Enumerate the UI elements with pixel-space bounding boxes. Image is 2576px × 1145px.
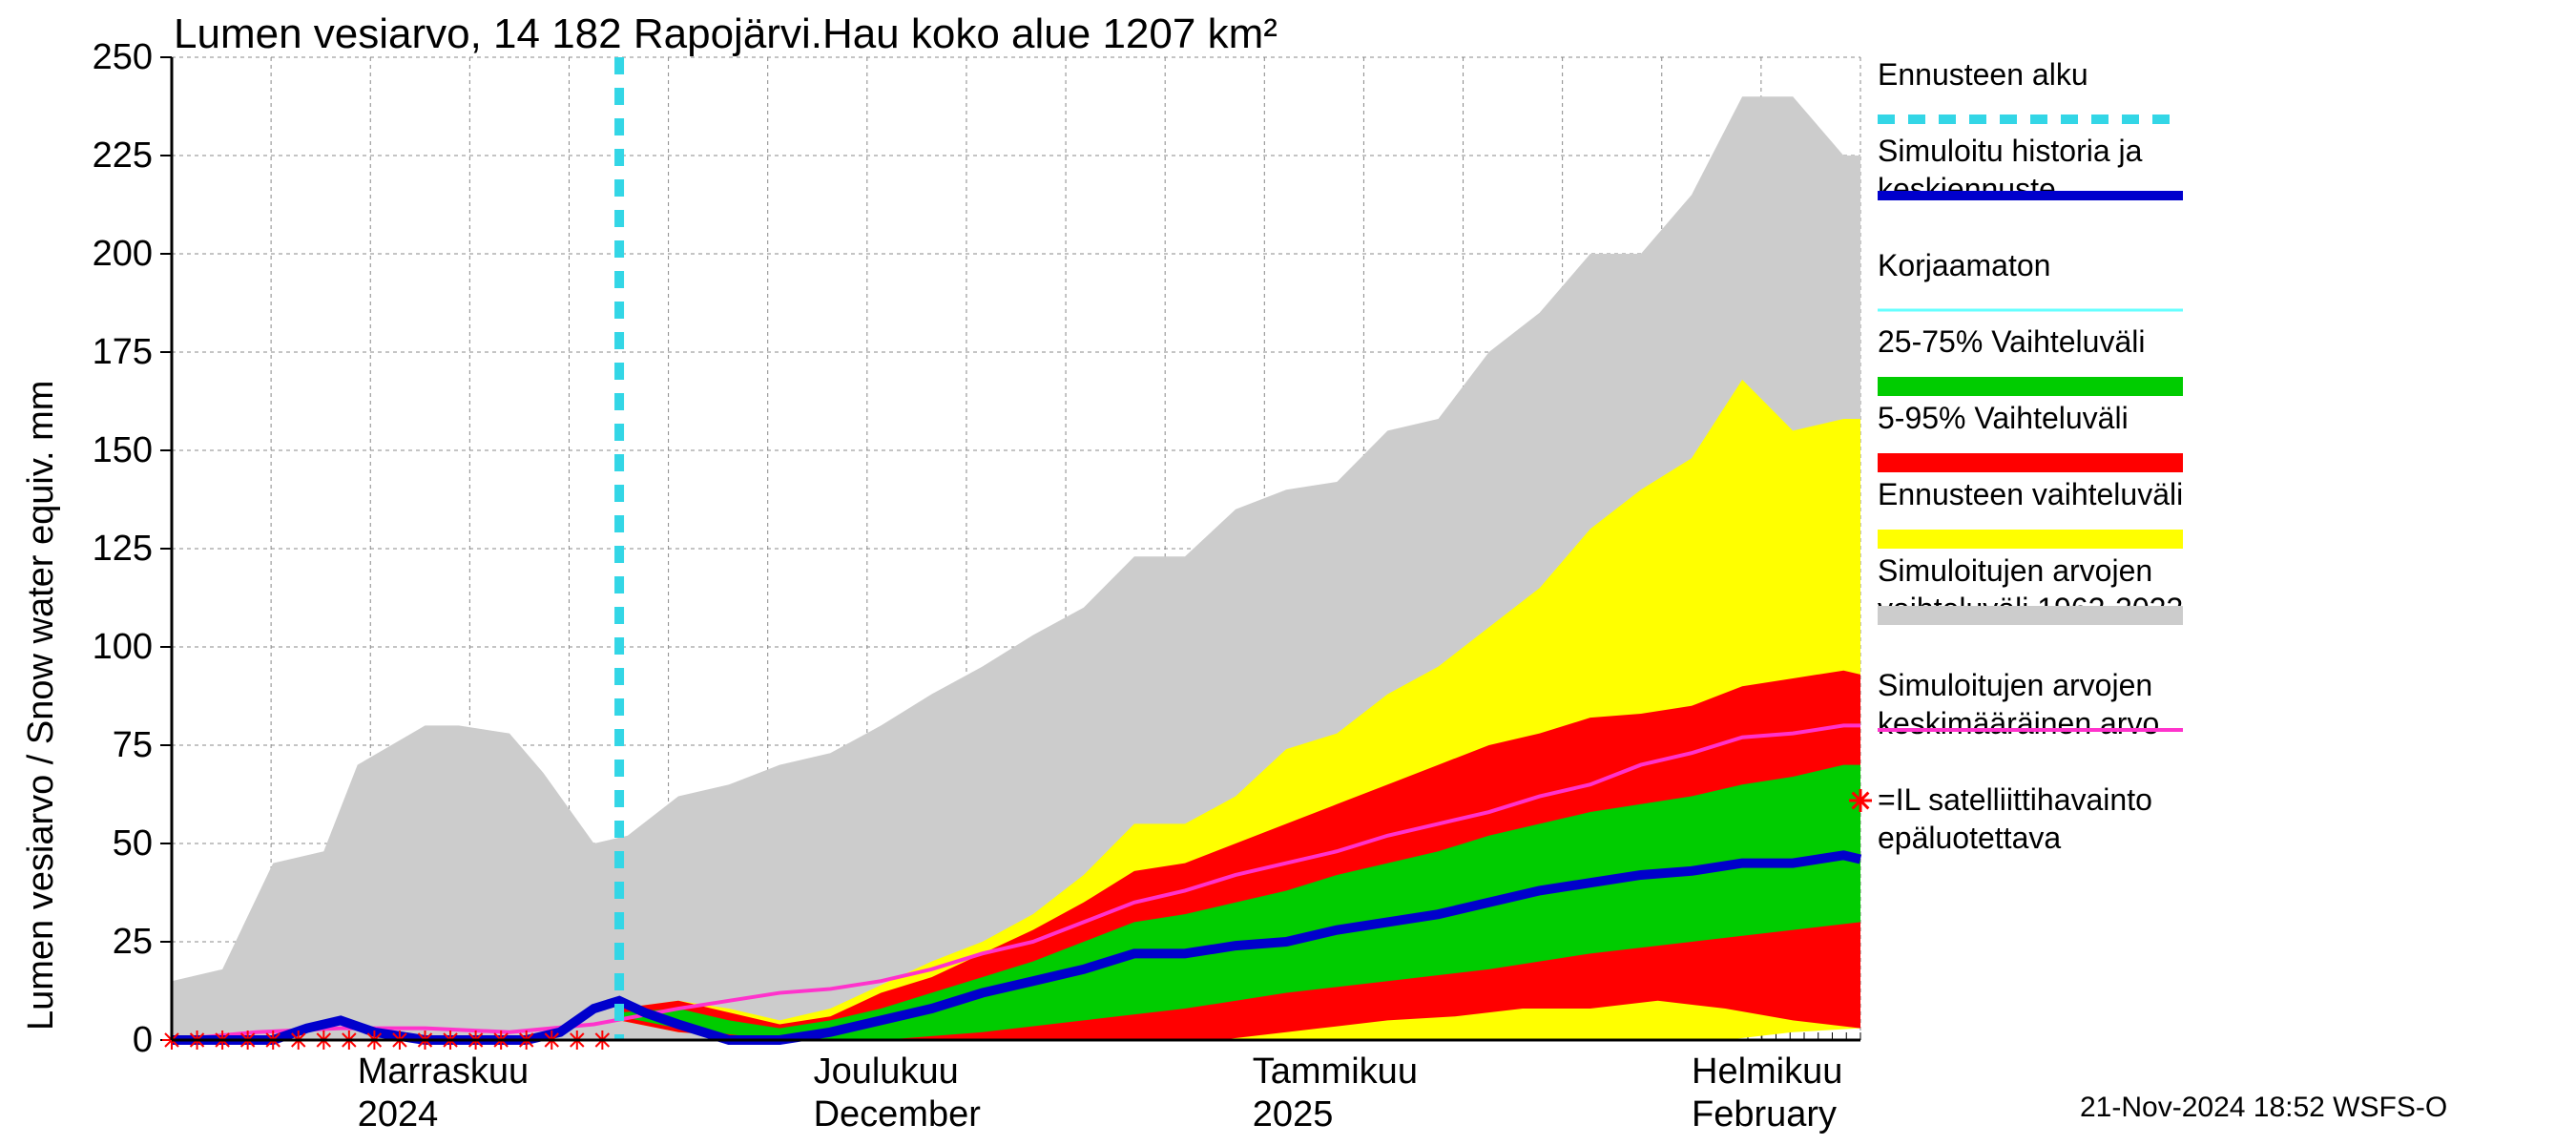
legend-swatch-fill xyxy=(1878,453,2183,472)
x-month-label: Tammikuu xyxy=(1253,1051,1418,1092)
ytick-label: 0 xyxy=(133,1020,153,1060)
x-month-label: Marraskuu xyxy=(358,1051,530,1092)
ytick-label: 100 xyxy=(93,627,153,667)
legend-swatch-fill xyxy=(1878,377,2183,396)
chart-title: Lumen vesiarvo, 14 182 Rapojärvi.Hau kok… xyxy=(174,10,1278,57)
x-month-sub: 2025 xyxy=(1253,1094,1334,1135)
ytick-label: 150 xyxy=(93,430,153,470)
x-month-sub: December xyxy=(814,1094,982,1135)
x-month-label: Joulukuu xyxy=(814,1051,959,1092)
ytick-label: 25 xyxy=(113,922,153,962)
legend-swatch-fill xyxy=(1878,606,2183,625)
x-month-label: Helmikuu xyxy=(1692,1051,1842,1092)
legend-label: =IL satelliittihavainto xyxy=(1878,782,2152,817)
ytick-label: 125 xyxy=(93,529,153,569)
x-month-sub: 2024 xyxy=(358,1094,439,1135)
chart-svg: 0 25 50 75 100 125 150 175 200 225 250 Lumen vesiar… xyxy=(0,0,2576,1145)
legend-label2: keskiennuste xyxy=(1878,172,2056,206)
legend-label: 5-95% Vaihteluväli xyxy=(1878,401,2129,435)
chart-container: 0 25 50 75 100 125 150 175 200 225 250 Lumen vesiar… xyxy=(0,0,2576,1145)
legend-label: 25-75% Vaihteluväli xyxy=(1878,324,2145,359)
legend-label: Ennusteen vaihteluväli xyxy=(1878,477,2183,511)
ytick-label: 175 xyxy=(93,332,153,372)
legend-label2: epäluotettava xyxy=(1878,821,2061,855)
footer-timestamp: 21-Nov-2024 18:52 WSFS-O xyxy=(2080,1092,2447,1123)
legend-star-icon xyxy=(1849,789,1872,812)
legend-label2: keskimääräinen arvo xyxy=(1878,706,2159,740)
legend-label: Ennusteen alku xyxy=(1878,57,2088,92)
legend-label: Simuloitu historia ja xyxy=(1878,134,2143,168)
legend-label: Simuloitujen arvojen xyxy=(1878,668,2152,702)
ytick-label: 50 xyxy=(113,823,153,864)
legend-label: Simuloitujen arvojen xyxy=(1878,553,2152,588)
legend-label: Korjaamaton xyxy=(1878,248,2050,282)
ytick-label: 200 xyxy=(93,234,153,274)
legend-swatch-fill xyxy=(1878,530,2183,549)
ytick-label: 225 xyxy=(93,135,153,176)
ytick-label: 75 xyxy=(113,725,153,765)
ytick-label: 250 xyxy=(93,37,153,77)
x-month-sub: February xyxy=(1692,1094,1837,1135)
y-axis-label: Lumen vesiarvo / Snow water equiv. mm xyxy=(21,381,61,1030)
